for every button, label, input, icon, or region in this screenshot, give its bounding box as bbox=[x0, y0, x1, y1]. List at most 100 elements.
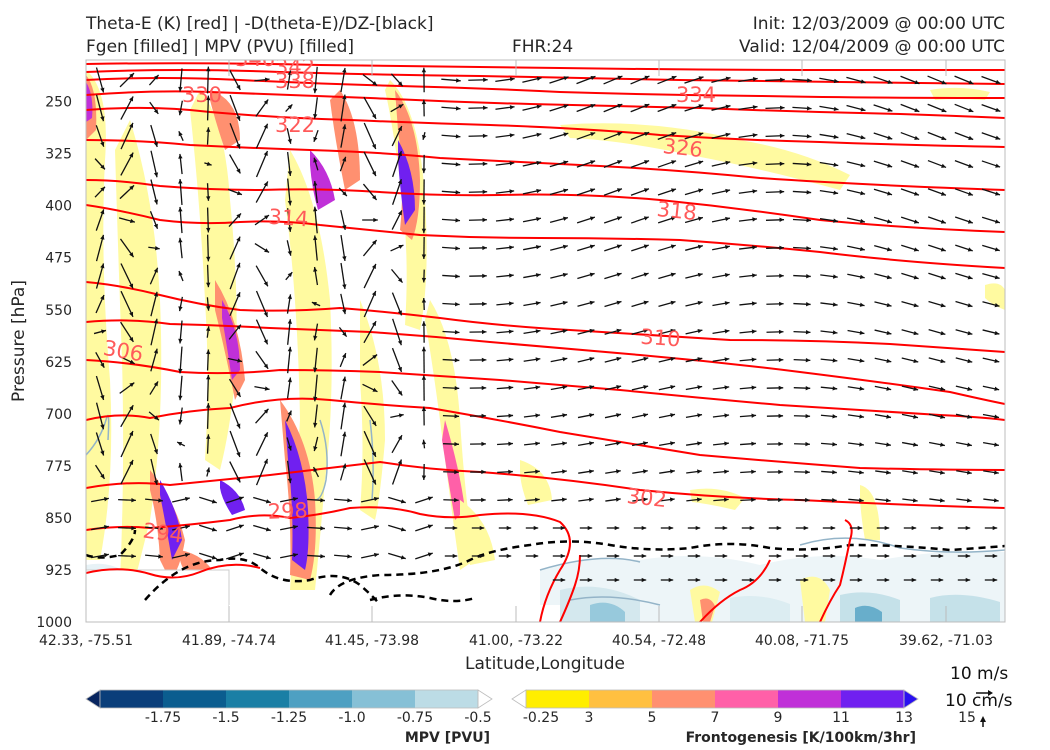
wind-vector-head bbox=[455, 218, 461, 223]
wind-vector-head bbox=[724, 413, 730, 418]
colorbar-segment bbox=[526, 690, 590, 708]
wind-vector-head bbox=[184, 552, 190, 558]
wind-vector-head bbox=[371, 290, 376, 296]
wind-vector-head bbox=[617, 103, 623, 108]
wind-vector-head bbox=[153, 172, 159, 178]
wind-vector-head bbox=[178, 86, 183, 92]
wind-vector-head bbox=[886, 302, 892, 308]
wind-vector-head bbox=[776, 553, 782, 559]
wind-vector-head bbox=[643, 188, 649, 193]
wind-vector-head bbox=[178, 153, 183, 159]
colorbar-tick-label: 15 bbox=[958, 710, 976, 726]
wind-vector-head bbox=[968, 108, 974, 113]
wind-vector-head bbox=[911, 525, 917, 531]
wind-vector-head bbox=[994, 247, 1000, 252]
wind-vector-head bbox=[265, 555, 271, 560]
wind-vector-head bbox=[751, 441, 756, 446]
wind-vector-head bbox=[968, 163, 974, 168]
colorbar-extend-high bbox=[477, 689, 493, 709]
wind-vector-head bbox=[400, 555, 406, 560]
wind-vector-head bbox=[372, 80, 378, 86]
wind-vector-head bbox=[371, 420, 377, 426]
wind-vector-head bbox=[129, 459, 134, 465]
wind-vector-head bbox=[129, 283, 134, 289]
wind-vector-head bbox=[886, 247, 892, 252]
wind-vector-head bbox=[178, 179, 183, 184]
wind-vector-head bbox=[206, 326, 211, 332]
wind-vector-head bbox=[913, 358, 919, 364]
wind-vector-head bbox=[421, 67, 427, 73]
wind-vector-head bbox=[292, 553, 298, 558]
wind-vector-head bbox=[397, 210, 402, 216]
wind-vector-head bbox=[859, 330, 865, 335]
wind-vector-head bbox=[563, 76, 569, 81]
wind-vector-head bbox=[614, 577, 620, 583]
wind-vector-head bbox=[563, 104, 569, 109]
wind-vector-head bbox=[779, 301, 784, 307]
wind-vector-head bbox=[914, 191, 919, 196]
wind-vector-head bbox=[129, 218, 135, 224]
wind-vector-shaft bbox=[255, 319, 269, 345]
wind-vector-head bbox=[967, 247, 973, 252]
wind-vector-head bbox=[342, 284, 347, 290]
wind-vector-head bbox=[780, 77, 785, 82]
wind-vector-head bbox=[832, 330, 838, 335]
wind-vector-head bbox=[617, 160, 623, 165]
colorbar-outline bbox=[525, 689, 905, 709]
wind-vector-head bbox=[643, 356, 649, 362]
wind-vector-head bbox=[263, 99, 269, 105]
wind-vector-head bbox=[397, 179, 402, 185]
wind-vector-shaft bbox=[363, 290, 377, 318]
wind-vector-head bbox=[129, 359, 135, 364]
wind-vector-head bbox=[342, 191, 347, 197]
wind-vector-head bbox=[313, 206, 318, 212]
wind-vector-head bbox=[749, 577, 755, 583]
wind-vector-head bbox=[616, 216, 622, 221]
wind-vector-head bbox=[886, 470, 891, 475]
wind-vector-head bbox=[752, 273, 757, 278]
wind-vector-head bbox=[397, 435, 402, 441]
wind-vector-head bbox=[320, 526, 325, 531]
wind-vector-head bbox=[421, 228, 427, 234]
colorbar-tick-label: 9 bbox=[774, 710, 783, 726]
wind-vector-head bbox=[590, 188, 595, 193]
wind-vector-head bbox=[482, 189, 488, 195]
wind-vector-head bbox=[206, 282, 211, 288]
wind-vector-head bbox=[886, 330, 892, 336]
wind-vector-head bbox=[697, 328, 703, 334]
wind-vector-head bbox=[263, 408, 269, 414]
wind-vector-head bbox=[100, 424, 105, 430]
wind-vector-head bbox=[833, 246, 838, 251]
wind-vector-head bbox=[562, 357, 568, 362]
wind-vector-head bbox=[884, 553, 890, 559]
x-tick-label: 41.00, -73.22 bbox=[469, 633, 563, 649]
colorbar-outline bbox=[99, 689, 479, 709]
wind-vector-head bbox=[535, 469, 540, 474]
wind-vector-head bbox=[724, 441, 729, 446]
wind-vector-head bbox=[697, 385, 703, 390]
wind-vector-head bbox=[287, 346, 293, 352]
wind-vector-head bbox=[263, 432, 268, 438]
wind-vector-head bbox=[456, 78, 461, 83]
wind-vector-head bbox=[421, 200, 427, 205]
wind-vector-head bbox=[535, 329, 541, 334]
wind-vector-head bbox=[994, 470, 999, 475]
wind-vector-head bbox=[184, 496, 190, 502]
wind-vector-head bbox=[560, 577, 566, 583]
wind-vector-head bbox=[158, 498, 163, 503]
wind-vector-head bbox=[236, 191, 242, 196]
wind-vector-head bbox=[373, 524, 379, 530]
wind-vector-head bbox=[158, 526, 163, 531]
wind-vector-head bbox=[481, 357, 487, 363]
wind-vector-head bbox=[421, 375, 427, 380]
wind-vector-head bbox=[587, 525, 593, 531]
wind-vector-head bbox=[263, 363, 269, 369]
wind-vector-head bbox=[452, 553, 458, 559]
wind-vector-head bbox=[671, 75, 677, 80]
wind-vector-head bbox=[313, 422, 318, 428]
wind-vector-head bbox=[562, 413, 568, 418]
wind-vector-head bbox=[287, 104, 293, 110]
wind-vector-head bbox=[347, 554, 352, 559]
wind-vector-head bbox=[914, 80, 920, 85]
wind-vector-head bbox=[860, 163, 866, 168]
